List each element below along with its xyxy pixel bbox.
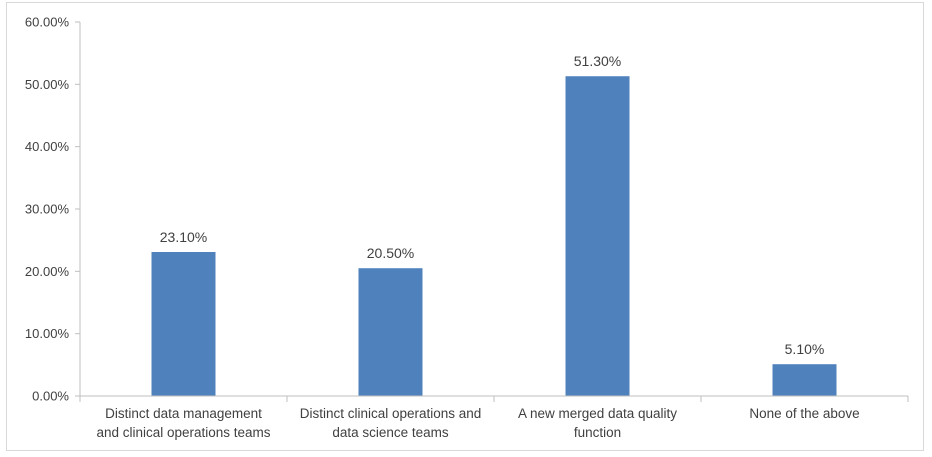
bar — [772, 364, 837, 396]
data-label: 20.50% — [367, 245, 414, 261]
y-tick-label: 20.00% — [25, 264, 70, 279]
axes — [79, 22, 909, 402]
x-category-label: A new merged data quality — [518, 406, 677, 421]
y-tick-label: 50.00% — [25, 77, 70, 92]
y-tick-label: 10.00% — [25, 326, 70, 341]
y-tick-label: 0.00% — [32, 389, 69, 404]
y-tick-label: 40.00% — [25, 139, 70, 154]
x-category-label: Distinct data management — [105, 406, 262, 421]
x-category-label: None of the above — [749, 406, 859, 421]
bar — [565, 76, 630, 396]
x-axis-labels: Distinct data management and clinical ope… — [96, 406, 859, 440]
bar — [151, 252, 216, 396]
y-axis-ticks: 0.00% 10.00% 20.00% 30.00% 40.00% 50.00% 60.00… — [25, 15, 80, 404]
bars — [151, 76, 837, 396]
y-tick-label: 30.00% — [25, 202, 70, 217]
bar — [358, 268, 423, 396]
x-category-label: and clinical operations teams — [96, 425, 270, 440]
x-category-label: data science teams — [332, 425, 449, 440]
data-label: 23.10% — [160, 229, 207, 245]
x-category-label: Distinct clinical operations and — [300, 406, 482, 421]
y-tick-label: 60.00% — [25, 15, 70, 30]
x-category-label: function — [574, 425, 621, 440]
data-labels: 23.10% 20.50% 51.30% 5.10% — [160, 53, 825, 357]
data-label: 5.10% — [785, 341, 825, 357]
data-label: 51.30% — [574, 53, 621, 69]
